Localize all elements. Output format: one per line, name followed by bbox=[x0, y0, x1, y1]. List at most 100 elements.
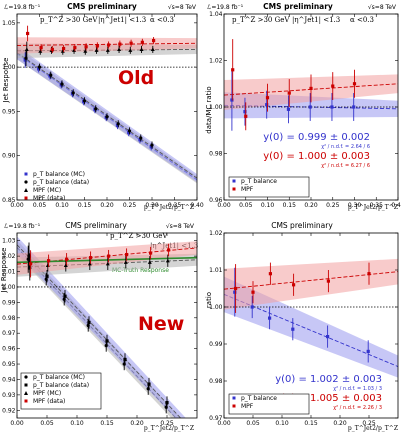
y-tick-label: 1.02 bbox=[2, 253, 16, 260]
data-point bbox=[23, 58, 27, 62]
data-point bbox=[39, 46, 43, 50]
x-tick-label: 0.10 bbox=[55, 202, 69, 209]
data-point bbox=[251, 290, 255, 294]
legend-label: MPF (MC) bbox=[33, 390, 61, 397]
data-point bbox=[147, 382, 151, 386]
sqrt-s-label: √s=8 TeV bbox=[368, 4, 397, 11]
y-tick-label: 0.93 bbox=[2, 392, 16, 399]
y-tick-label: 1.00 bbox=[2, 284, 16, 291]
legend-label: MPF (MC) bbox=[33, 187, 61, 194]
data-point bbox=[291, 327, 295, 331]
data-point bbox=[366, 349, 370, 353]
legend-marker bbox=[24, 383, 28, 387]
data-point bbox=[250, 305, 254, 309]
lumi-label: ℒ=19.8 fb⁻¹ bbox=[4, 4, 41, 11]
data-point bbox=[37, 65, 42, 69]
x-tick-label: 0.15 bbox=[304, 420, 318, 427]
data-point bbox=[244, 114, 248, 118]
data-point bbox=[117, 47, 122, 52]
x-tick-label: 0.25 bbox=[326, 202, 340, 209]
x-tick-label: 0.20 bbox=[304, 202, 318, 209]
panel-bottom-right: CMS preliminary ratio p_T^Jet2/p_T^Z y(0… bbox=[205, 221, 399, 432]
y-tick-label: 1.01 bbox=[2, 269, 16, 276]
y-tick-label: 0.98 bbox=[2, 315, 16, 322]
y-axis-title: data/MC ratio bbox=[205, 86, 213, 133]
data-point bbox=[149, 251, 153, 255]
y-tick-label: 0.92 bbox=[2, 407, 16, 414]
data-point bbox=[105, 48, 110, 52]
legend-box bbox=[228, 393, 310, 415]
data-point bbox=[127, 129, 132, 133]
legend-marker bbox=[24, 180, 28, 184]
data-point bbox=[309, 86, 313, 90]
legend-label: p_T balance (data) bbox=[33, 179, 89, 186]
data-point bbox=[287, 91, 291, 95]
x-tick-label: 0.20 bbox=[333, 420, 347, 427]
x-tick-label: 0.25 bbox=[362, 420, 376, 427]
data-point bbox=[352, 82, 357, 86]
legend-marker bbox=[24, 391, 28, 395]
data-point bbox=[152, 38, 156, 43]
x-tick-label: 0.35 bbox=[168, 202, 182, 209]
y-tick-label: 0.97 bbox=[2, 330, 16, 337]
data-point bbox=[65, 257, 69, 261]
data-point bbox=[107, 254, 111, 258]
data-point bbox=[268, 316, 272, 320]
data-point bbox=[139, 136, 143, 140]
new-annotation: New bbox=[138, 313, 184, 335]
data-point bbox=[139, 47, 144, 52]
data-point bbox=[107, 43, 111, 47]
data-point bbox=[127, 131, 131, 135]
legend-marker bbox=[232, 179, 236, 183]
legend-label: p_T balance (MC) bbox=[33, 171, 85, 178]
legend-label: MPF bbox=[241, 403, 254, 410]
fit-chi2-pt-balance: χ² / n.d.f. = 2.64 / 6 bbox=[321, 144, 370, 150]
y-tick-label: 1.05 bbox=[2, 20, 16, 27]
legend: p_T balance (MC)p_T balance (data)MPF (M… bbox=[20, 372, 102, 410]
data-point bbox=[115, 124, 120, 128]
x-tick-label: 0.00 bbox=[217, 420, 231, 427]
data-point bbox=[37, 67, 41, 71]
data-point bbox=[87, 320, 91, 325]
y-tick-label: 1.02 bbox=[209, 58, 223, 65]
legend-label: p_T balance bbox=[241, 395, 277, 402]
fit-band bbox=[224, 258, 398, 310]
x-tick-label: 0.05 bbox=[239, 202, 253, 209]
x-tick-label: 0.30 bbox=[348, 202, 362, 209]
y-tick-label: 0.90 bbox=[2, 153, 16, 160]
data-point bbox=[165, 258, 170, 263]
y-tick-label: 0.97 bbox=[209, 415, 223, 422]
y-tick-label: 0.99 bbox=[2, 299, 16, 306]
data-point bbox=[123, 357, 127, 362]
data-point bbox=[128, 48, 133, 52]
mc-truth-label: MC-Truth Response bbox=[112, 267, 169, 274]
data-point bbox=[234, 286, 238, 291]
data-point bbox=[308, 105, 312, 109]
data-point bbox=[83, 49, 88, 53]
x-tick-label: 0.20 bbox=[100, 202, 114, 209]
cut-alpha: α <0.3 bbox=[350, 16, 374, 24]
y-tick-label: 1.03 bbox=[2, 238, 16, 245]
y-tick-label: 1.04 bbox=[209, 11, 223, 18]
fit-band bbox=[17, 236, 186, 418]
x-tick-label: 0.25 bbox=[123, 202, 137, 209]
cut-ptz: p_T^Z >30 GeV bbox=[110, 232, 168, 240]
x-tick-label: 0.05 bbox=[40, 420, 54, 427]
data-point bbox=[84, 45, 88, 49]
data-point bbox=[49, 73, 53, 77]
x-tick-label: 0.40 bbox=[190, 202, 204, 209]
legend-marker bbox=[24, 188, 28, 192]
data-point bbox=[125, 252, 129, 257]
data-point bbox=[24, 56, 28, 60]
panel-top-right: ℒ=19.8 fb⁻¹ CMS preliminary √s=8 TeV p_T… bbox=[205, 2, 401, 211]
cut-alpha: α <0.3 bbox=[150, 16, 174, 24]
data-point bbox=[326, 279, 330, 283]
x-axis-title: p_T^Jet2/p_T^Z bbox=[144, 425, 194, 432]
y-tick-label: 0.85 bbox=[2, 197, 16, 204]
x-tick-label: 0.15 bbox=[100, 420, 114, 427]
x-tick-label: 0.10 bbox=[275, 420, 289, 427]
fit-result-pt-balance: y(0) = 0.999 ± 0.002 bbox=[263, 132, 370, 143]
data-point bbox=[82, 99, 87, 103]
data-point bbox=[231, 68, 235, 72]
x-tick-label: 0.00 bbox=[10, 202, 24, 209]
